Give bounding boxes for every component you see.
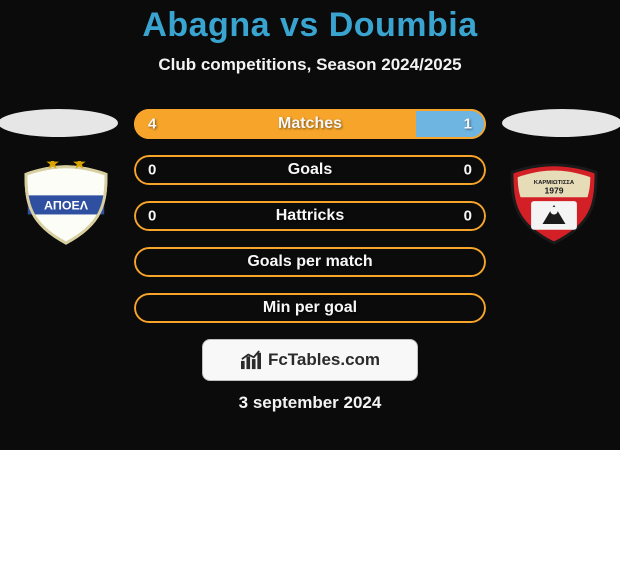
stat-label: Goals bbox=[288, 161, 332, 179]
stat-value-right: 1 bbox=[464, 116, 472, 133]
date-line: 3 september 2024 bbox=[0, 393, 620, 413]
stat-value-left: 0 bbox=[148, 208, 156, 225]
stat-row: Goals per match bbox=[134, 247, 486, 277]
stat-label: Hattricks bbox=[276, 207, 344, 225]
brand-chart-icon bbox=[240, 350, 262, 370]
brand-text: FcTables.com bbox=[268, 350, 380, 370]
crest-left-text: ΑΠΟΕΛ bbox=[44, 199, 89, 213]
stat-value-left: 0 bbox=[148, 162, 156, 179]
stat-value-right: 0 bbox=[464, 208, 472, 225]
stat-label: Matches bbox=[278, 115, 342, 133]
stat-value-right: 0 bbox=[464, 162, 472, 179]
apoel-crest-icon: ΑΠΟΕΛ bbox=[18, 161, 114, 245]
team-crest-left: ΑΠΟΕΛ bbox=[18, 161, 114, 245]
stat-row: Goals 0 0 bbox=[134, 155, 486, 185]
stat-label: Goals per match bbox=[247, 253, 372, 271]
stat-row: Min per goal bbox=[134, 293, 486, 323]
karmiotissa-crest-icon: ΚΑΡΜΙΩΤΙΣΣΑ 1979 bbox=[506, 161, 602, 245]
subtitle: Club competitions, Season 2024/2025 bbox=[0, 55, 620, 75]
stat-row: Hattricks 0 0 bbox=[134, 201, 486, 231]
comparison-arena: ΑΠΟΕΛ ΚΑΡΜΙΩΤΙΣΣΑ 1979 Matches41Goals00H… bbox=[0, 109, 620, 323]
bottom-whitespace bbox=[0, 450, 620, 580]
player-shadow-left bbox=[0, 109, 118, 137]
stat-row: Matches 4 1 bbox=[134, 109, 486, 139]
stat-fill-left bbox=[134, 109, 416, 139]
stat-bars: Matches 4 1 Goals 0 0 Hattricks 0 0 Goals per mat… bbox=[134, 109, 486, 323]
team-crest-right: ΚΑΡΜΙΩΤΙΣΣΑ 1979 bbox=[506, 161, 602, 245]
brand-badge: FcTables.com bbox=[202, 339, 418, 381]
crest-right-year: 1979 bbox=[544, 185, 563, 195]
page-title: Abagna vs Doumbia bbox=[0, 0, 620, 45]
player-shadow-right bbox=[502, 109, 620, 137]
comparison-card: Abagna vs Doumbia Club competitions, Sea… bbox=[0, 0, 620, 450]
stat-fill-right bbox=[416, 109, 486, 139]
stat-value-left: 4 bbox=[148, 116, 156, 133]
stat-label: Min per goal bbox=[263, 299, 357, 317]
